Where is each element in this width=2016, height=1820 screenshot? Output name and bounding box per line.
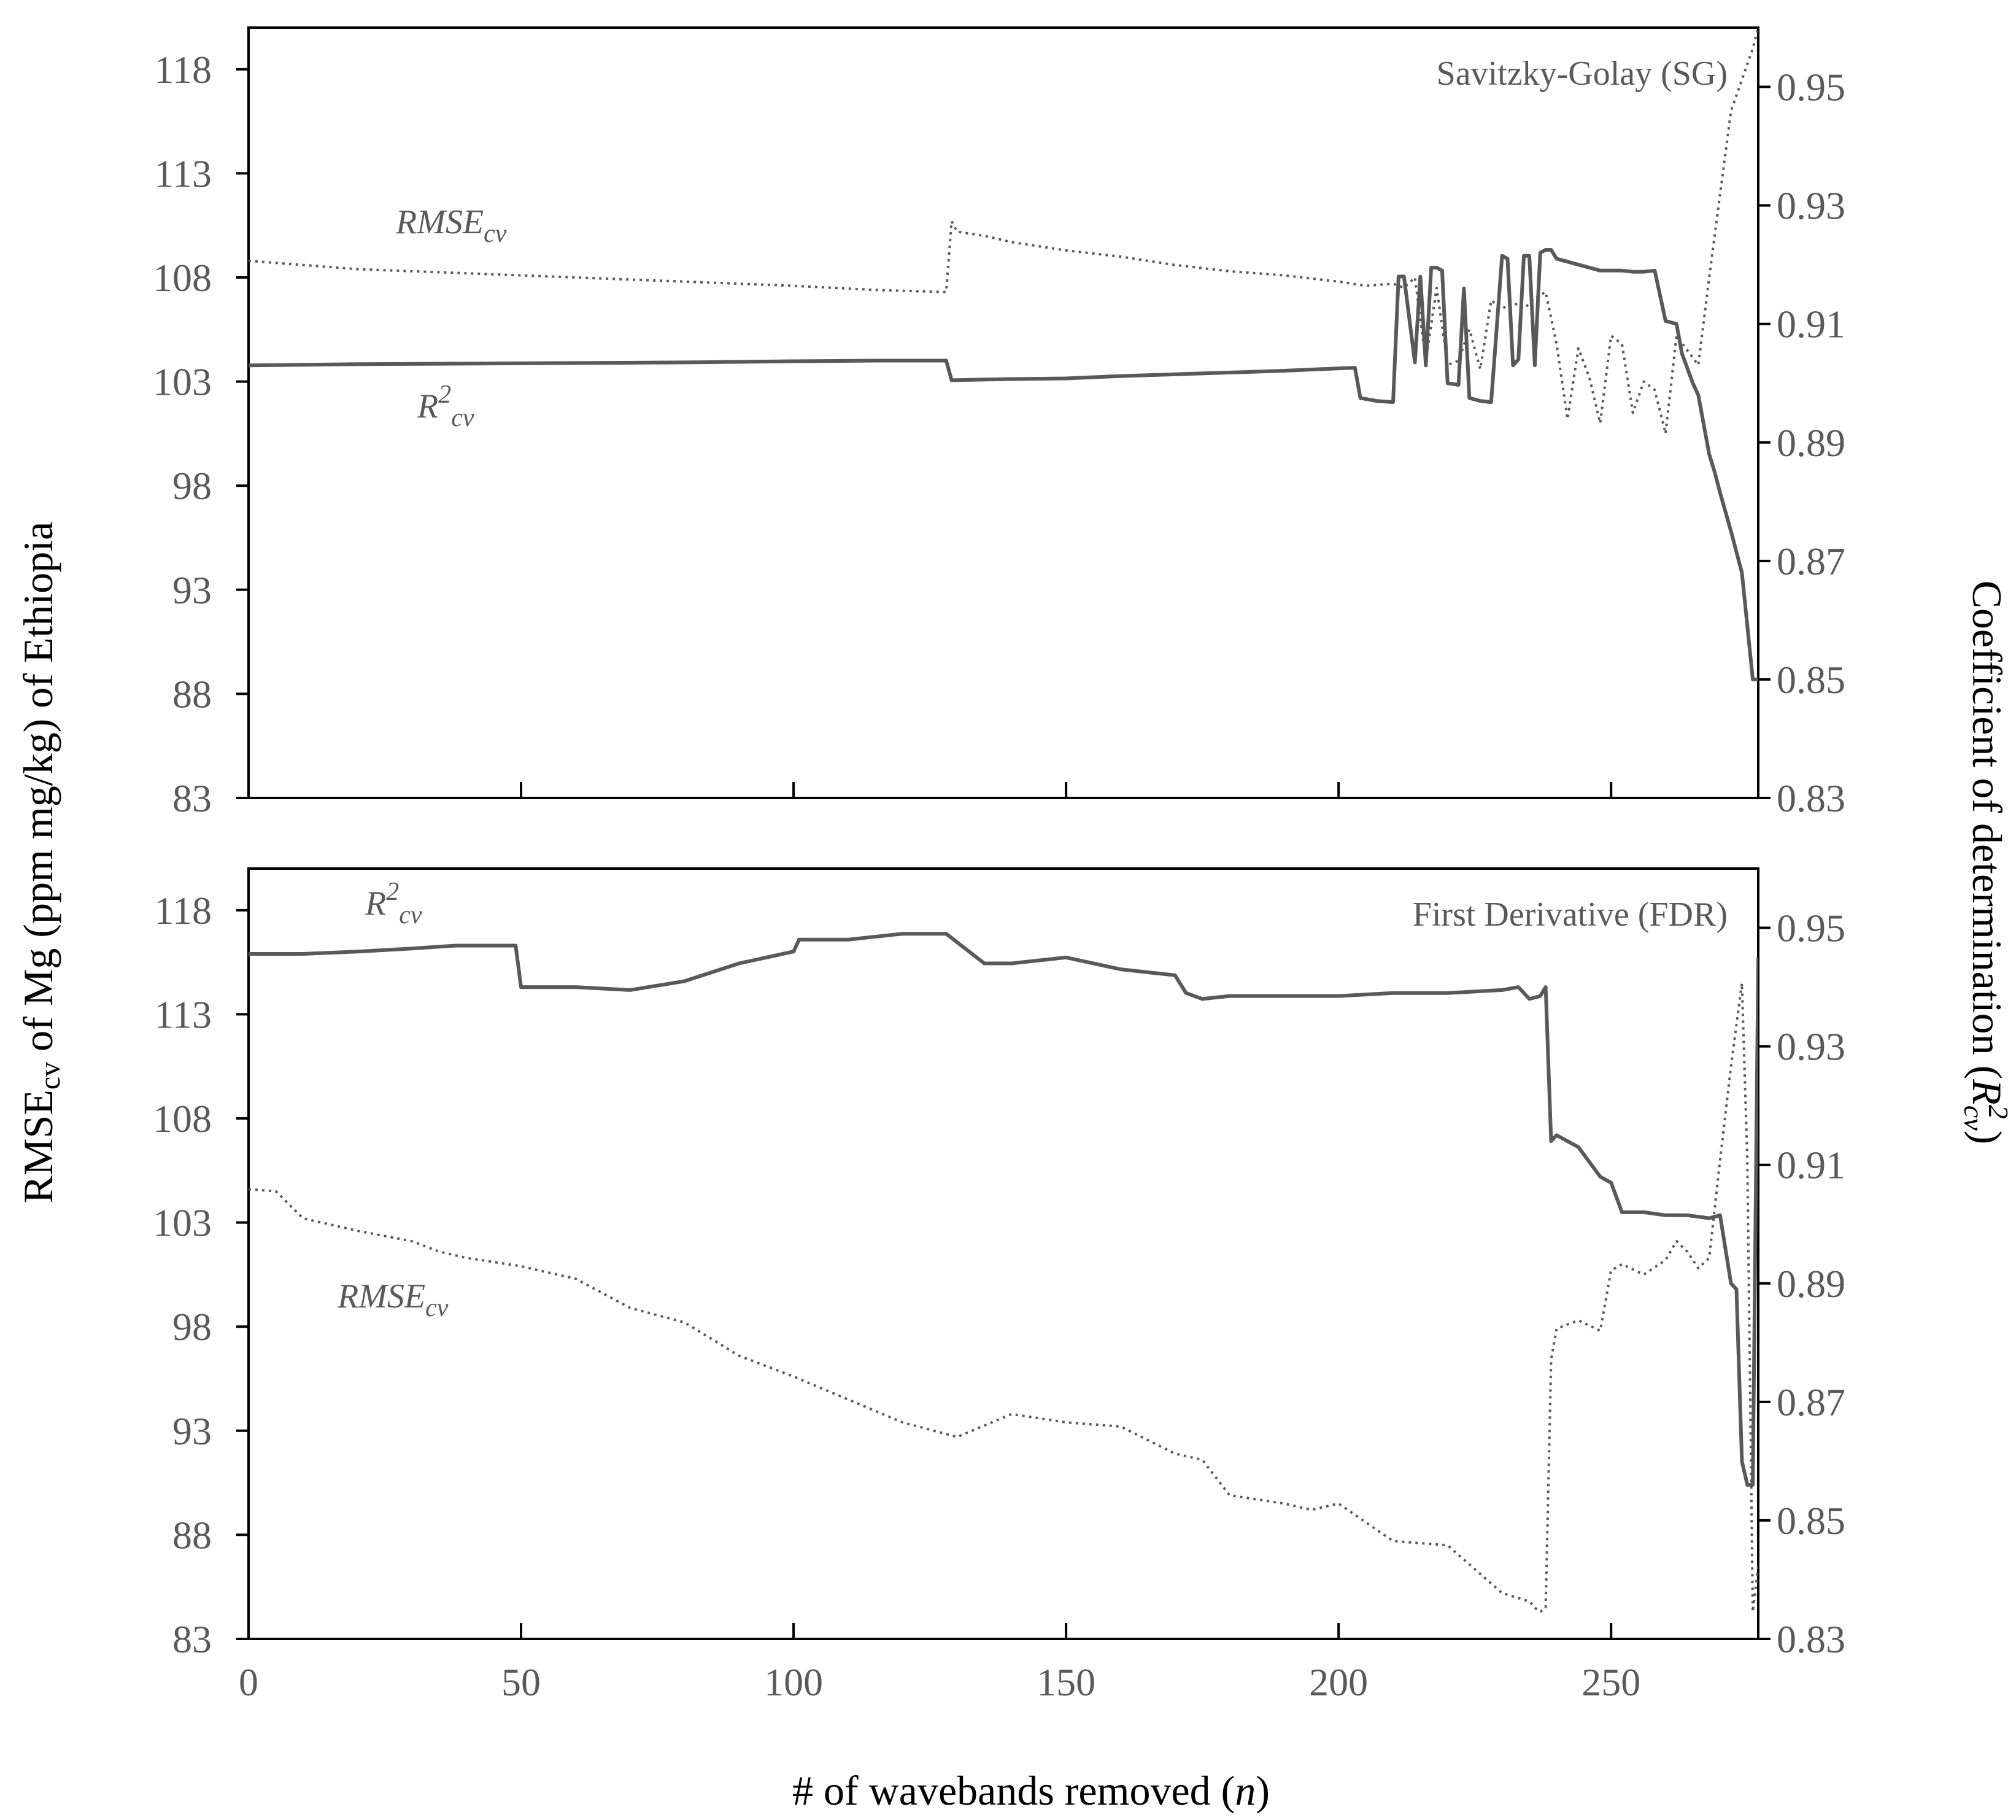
y-tick-label-left: 83 [172, 1617, 212, 1661]
y-tick-label-left: 108 [153, 1097, 212, 1140]
y-tick-label-right: 0.83 [1777, 776, 1845, 820]
y-tick-label-left: 113 [154, 152, 212, 195]
plot-frame [247, 26, 1759, 799]
x-axis-title: # of wavebands removed (n) [792, 1767, 1270, 1814]
y-axis-title-right: Coefficient of determination (R2cv) [1958, 581, 2014, 1145]
y-tick-label-right: 0.89 [1777, 1262, 1845, 1306]
series-line-r2-cv [249, 248, 1758, 681]
y-tick-label-right: 0.87 [1777, 540, 1845, 583]
y-tick-label-right: 0.91 [1777, 303, 1845, 346]
panel-savitzky-golay: 83 88 93 98 103 108 113 118 0.83 0.85 0.87 0.89 0.91… [153, 26, 1845, 820]
y-tick-label-right: 0.91 [1777, 1144, 1845, 1187]
y-tick-label-left: 103 [153, 1201, 212, 1245]
series-line-r2-cv [249, 932, 1758, 1487]
y-tick-label-right: 0.93 [1777, 184, 1845, 228]
y-tick-label-right: 0.83 [1777, 1617, 1845, 1661]
x-tick-label: 150 [1037, 1660, 1095, 1704]
y-tick-label-left: 103 [153, 360, 212, 404]
y-tick-label-left: 118 [154, 48, 212, 91]
y-tick-label-right: 0.95 [1777, 907, 1845, 950]
y-tick-label-right: 0.87 [1777, 1380, 1845, 1424]
y-tick-label-left: 88 [172, 1513, 212, 1557]
y-tick-label-right: 0.93 [1777, 1025, 1845, 1069]
series-label-r2-cv: R2cv [365, 878, 422, 929]
y-tick-label-left: 88 [172, 672, 212, 716]
y-tick-label-left: 118 [154, 889, 212, 932]
y-tick-label-left: 93 [172, 568, 212, 612]
plot-frame [247, 867, 1759, 1640]
series-label-r2-cv: R2cv [417, 381, 474, 432]
series-line-rmse-cv [249, 28, 1758, 435]
panel-title: Savitzky-Golay (SG) [1437, 55, 1728, 93]
x-tick-label: 50 [501, 1660, 541, 1704]
panel-title: First Derivative (FDR) [1413, 896, 1728, 934]
y-tick-label-left: 108 [153, 256, 212, 300]
y-tick-label-left: 113 [154, 993, 212, 1036]
series-line-rmse-cv [249, 982, 1758, 1613]
x-tick-label: 0 [239, 1660, 258, 1704]
y-tick-label-right: 0.95 [1777, 66, 1845, 109]
x-tick-label: 250 [1582, 1660, 1640, 1704]
y-tick-label-right: 0.85 [1777, 658, 1845, 702]
series-label-rmse-cv: RMSEcv [337, 1277, 449, 1322]
y-axis-title-left: RMSEcv of Mg (ppm mg/kg) of Ethiopia [15, 522, 66, 1204]
y-tick-label-left: 93 [172, 1409, 212, 1453]
x-tick-label: 100 [764, 1660, 823, 1704]
y-tick-label-left: 98 [172, 1305, 212, 1349]
y-tick-label-left: 98 [172, 464, 212, 508]
x-tick-label: 200 [1309, 1660, 1368, 1704]
y-tick-label-right: 0.85 [1777, 1499, 1845, 1543]
panel-first-derivative: 0 50 100 150 200 250 83 88 93 98 103 108 113 118 0.83 0… [153, 867, 1845, 1704]
y-tick-label-left: 83 [172, 776, 212, 820]
series-label-rmse-cv: RMSEcv [395, 203, 507, 248]
y-tick-label-right: 0.89 [1777, 421, 1845, 465]
